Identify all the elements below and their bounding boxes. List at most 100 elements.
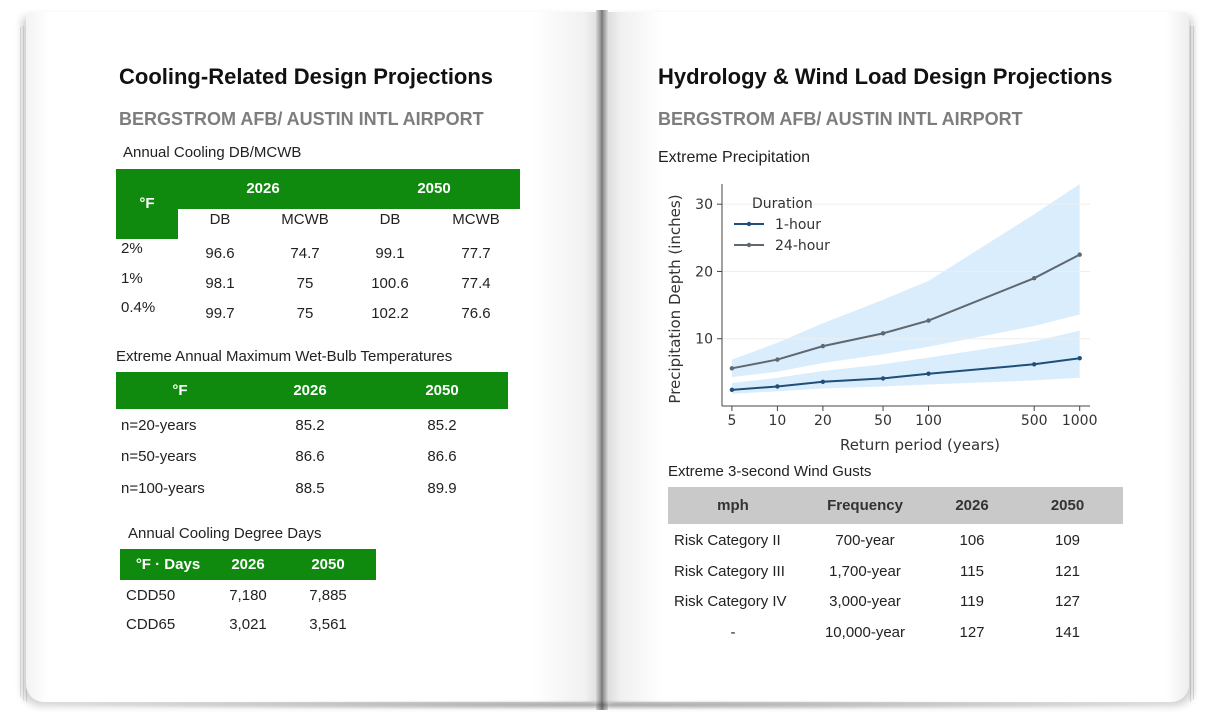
db-cell: 99.7 [205, 305, 235, 322]
x-tick-label: 1000 [1062, 413, 1098, 429]
db-cell: 96.6 [205, 245, 235, 262]
data-point [820, 379, 826, 384]
db-cell: 100.6 [371, 275, 409, 292]
db-table-header-band [116, 169, 520, 209]
page-stack-left [20, 26, 28, 702]
wb-cell: 86.6 [295, 448, 325, 465]
wb-cell: 85.2 [427, 417, 457, 434]
data-point [1077, 252, 1082, 257]
wind-cell: 700-year [835, 532, 895, 549]
confidence-band-24-hour [731, 184, 1080, 378]
wind-header-mph: mph [717, 497, 749, 514]
x-tick-label: 50 [874, 413, 892, 429]
db-cell: 77.4 [461, 275, 491, 292]
wb-row-label: n=100-years [121, 480, 205, 497]
wind-table-header-band [668, 487, 1123, 524]
cdd-cell: 7,885 [309, 587, 347, 604]
db-subcol-mcwb-2050: MCWB [452, 211, 500, 228]
db-subcol-db-2026: DB [209, 211, 231, 228]
legend-label: 24-hour [775, 238, 830, 254]
wind-cell: 3,000-year [829, 593, 901, 610]
x-tick-label: 100 [915, 413, 942, 429]
legend-title: Duration [752, 196, 813, 212]
wind-cell: 119 [960, 593, 984, 610]
x-tick-label: 10 [768, 413, 786, 429]
wb-cell: 85.2 [295, 417, 325, 434]
wind-cell: 10,000-year [824, 624, 906, 641]
cdd-header-2026: 2026 [231, 556, 265, 573]
data-point [729, 387, 735, 393]
page-stack-right [1188, 26, 1196, 702]
cdd-row-label: CDD50 [126, 587, 176, 604]
db-table-year-2050: 2050 [417, 180, 451, 197]
wind-cell: 1,700-year [829, 563, 901, 580]
legend-label: 1-hour [775, 217, 821, 233]
wind-row-label: - [730, 624, 736, 641]
data-point [1031, 275, 1037, 281]
wind-cell: 109 [1054, 532, 1081, 549]
wind-cell: 106 [959, 532, 985, 549]
db-cell: 102.2 [371, 305, 409, 322]
wind-row-label: Risk Category IV [674, 593, 787, 610]
right-page [603, 12, 1189, 702]
wb-header-unit: °F [172, 382, 188, 399]
cdd-header-2050: 2050 [311, 556, 345, 573]
wb-table-header-band [116, 372, 508, 409]
cdd-row-label: CDD65 [126, 616, 176, 633]
confidence-band-1-hour [731, 330, 1080, 394]
wb-row-label: n=50-years [121, 448, 197, 465]
wb-header-2050: 2050 [425, 382, 459, 399]
wb-table-caption: Extreme Annual Maximum Wet-Bulb Temperat… [116, 348, 453, 365]
wind-row-label: Risk Category II [674, 532, 781, 549]
data-point [1031, 362, 1037, 367]
precipitation-chart: 10 20 30 5 10 20 50 100 500 1000 Return period (ye… [666, 184, 1098, 454]
wb-cell: 86.6 [427, 448, 457, 465]
book-shadow [30, 700, 1190, 710]
db-row-label: 0.4% [121, 299, 156, 316]
data-point [820, 343, 826, 349]
db-cell: 98.1 [205, 275, 235, 292]
wb-header-2026: 2026 [293, 382, 327, 399]
left-page-location: BERGSTROM AFB/ AUSTIN INTL AIRPORT [119, 109, 484, 129]
cdd-cell: 3,021 [229, 616, 267, 633]
db-subcol-mcwb-2026: MCWB [281, 211, 329, 228]
db-cell: 75 [296, 275, 314, 292]
wind-header-2026: 2026 [955, 497, 989, 514]
db-cell: 74.7 [290, 245, 320, 262]
db-cell: 76.6 [461, 305, 491, 322]
legend-marker [746, 242, 752, 248]
x-tick-label: 500 [1021, 413, 1048, 429]
right-page-location: BERGSTROM AFB/ AUSTIN INTL AIRPORT [658, 109, 1023, 129]
y-axis-label: Precipitation Depth (inches) [666, 194, 684, 403]
wind-cell: 121 [1054, 563, 1081, 580]
db-subcol-db-2050: DB [379, 211, 401, 228]
data-point [1077, 356, 1082, 361]
cdd-table-caption: Annual Cooling Degree Days [128, 525, 322, 542]
wb-cell: 89.9 [427, 480, 457, 497]
db-cell: 75 [296, 305, 314, 322]
right-page-title: Hydrology & Wind Load Design Projections [658, 64, 1113, 89]
wind-cell: 115 [960, 563, 984, 580]
db-cell: 77.7 [461, 245, 491, 262]
db-table-unit: °F [139, 195, 155, 212]
db-table-unit-cell [116, 169, 178, 239]
data-point [775, 357, 780, 362]
data-point [880, 331, 886, 336]
left-page [26, 12, 602, 702]
x-tick-label: 5 [727, 413, 736, 429]
wind-header-frequency: Frequency [827, 497, 903, 514]
left-page-title: Cooling-Related Design Projections [119, 64, 494, 89]
book-spine [596, 10, 608, 710]
x-axis-label: Return period (years) [840, 436, 1000, 454]
wind-cell: 141 [1054, 624, 1081, 641]
data-point [926, 318, 931, 323]
wind-header-2050: 2050 [1050, 497, 1085, 514]
data-point [729, 366, 735, 371]
db-cell: 99.1 [375, 245, 405, 262]
cdd-table-header-band [120, 549, 376, 580]
precip-caption: Extreme Precipitation [658, 149, 811, 166]
wind-table-caption: Extreme 3-second Wind Gusts [668, 463, 872, 480]
db-row-label: 2% [121, 240, 143, 257]
cdd-header-unit: °F · Days [135, 556, 201, 573]
